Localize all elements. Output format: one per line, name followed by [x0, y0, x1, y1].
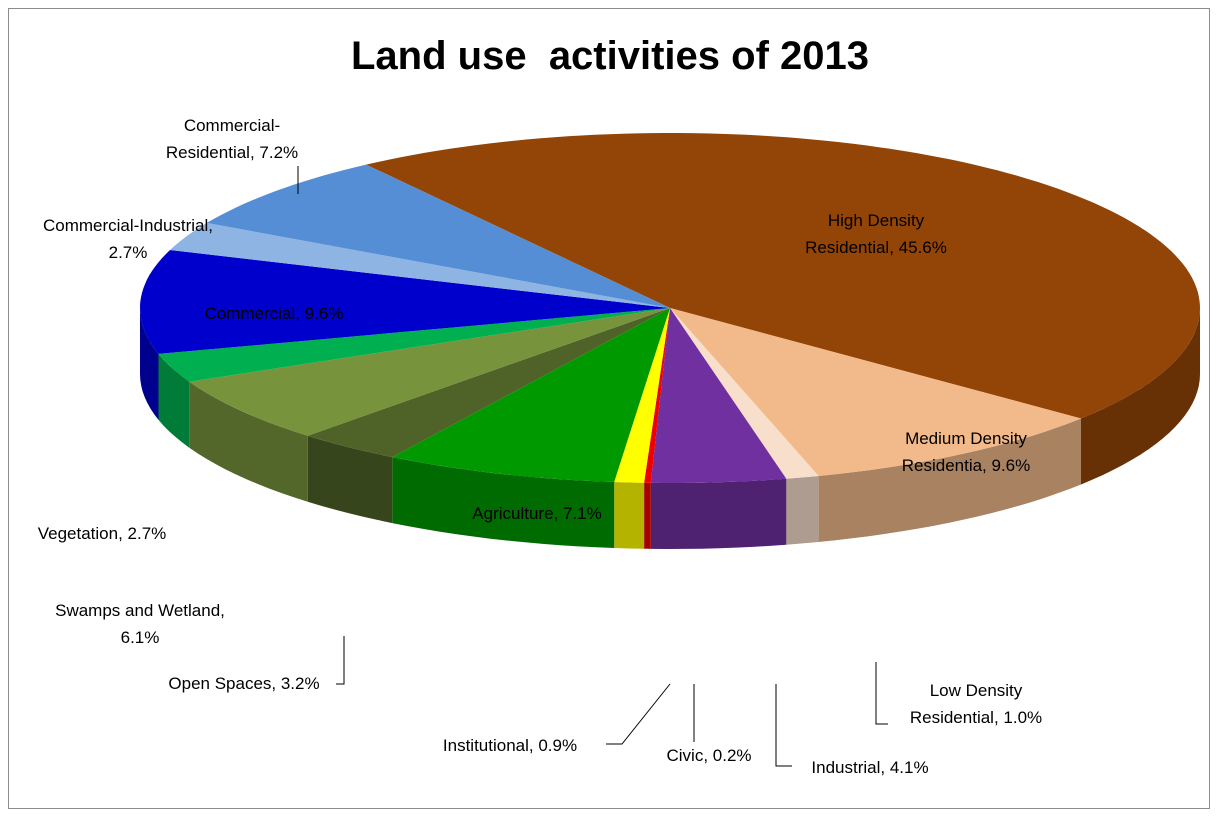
data-label-commercial-residential: Commercial- Residential, 7.2% — [166, 116, 298, 162]
pie-slice-agriculture — [392, 308, 670, 482]
data-label-line: Vegetation, 2.7% — [38, 524, 167, 543]
data-label-line: Commercial, 9.6% — [205, 304, 344, 323]
data-label-swamps-and-wetland: Swamps and Wetland, 6.1% — [55, 601, 225, 647]
data-label-line: Residential, 45.6% — [805, 238, 947, 257]
pie-side-agriculture — [392, 457, 615, 548]
data-label-open-spaces: Open Spaces, 3.2% — [168, 674, 319, 693]
data-label-line: Industrial, 4.1% — [811, 758, 928, 777]
data-label-line: Swamps and Wetland, — [55, 601, 225, 620]
pie-slice-commercial — [140, 250, 670, 354]
leader-line-open-spaces — [336, 636, 345, 685]
pie-side-low-density-residential — [786, 476, 819, 545]
data-label-line: 6.1% — [121, 628, 160, 647]
data-label-line: Agriculture, 7.1% — [472, 504, 601, 523]
data-label-line: Institutional, 0.9% — [443, 736, 577, 755]
pie-slice-medium-density-residentia — [670, 308, 1081, 476]
pie-side-vegetation — [158, 353, 190, 448]
leader-line-industrial — [775, 684, 792, 767]
data-label-line: Open Spaces, 3.2% — [168, 674, 319, 693]
pie-side-swamps-and-wetland — [189, 381, 308, 502]
data-label-line: Low Density — [930, 681, 1023, 700]
data-label-line: Residential, 7.2% — [166, 143, 298, 162]
pie-slices — [140, 133, 1200, 483]
data-label-line: Residentia, 9.6% — [902, 456, 1031, 475]
pie-side-civic — [644, 482, 651, 549]
pie-slice-institutional — [614, 308, 670, 483]
data-label-line: Commercial- — [184, 116, 280, 135]
data-label-line: Commercial-Industrial, — [43, 216, 213, 235]
pie-slice-vegetation — [158, 308, 670, 382]
data-label-low-density-residential: Low Density Residential, 1.0% — [910, 681, 1042, 727]
data-label-line: 2.7% — [109, 243, 148, 262]
pie-slice-industrial — [650, 308, 787, 483]
pie-slice-high-density-residential — [366, 133, 1200, 419]
data-label-industrial: Industrial, 4.1% — [811, 758, 928, 777]
pie-slice-low-density-residential — [670, 308, 819, 479]
leader-line-low-density-residential — [875, 662, 888, 725]
data-label-line: Civic, 0.2% — [666, 746, 751, 765]
data-label-medium-density-residentia: Medium Density Residentia, 9.6% — [902, 429, 1031, 475]
data-labels: High Density Residential, 45.6% Medium Den… — [38, 116, 1042, 777]
pie-side-walls — [140, 308, 1200, 549]
pie-slice-civic — [644, 308, 670, 483]
pie-slice-commercial-industrial — [170, 222, 670, 308]
pie-side-institutional — [614, 482, 645, 549]
pie-side-commercial — [140, 308, 159, 420]
data-label-civic: Civic, 0.2% — [666, 746, 751, 765]
data-label-vegetation: Vegetation, 2.7% — [38, 524, 167, 543]
pie-side-industrial — [650, 478, 787, 549]
pie-slice-commercial-residential — [206, 164, 671, 308]
data-label-commercial-industrial: Commercial-Industrial, 2.7% — [43, 216, 213, 262]
pie-side-medium-density-residentia — [818, 418, 1081, 542]
data-label-institutional: Institutional, 0.9% — [443, 736, 577, 755]
pie-side-high-density-residential — [1081, 308, 1200, 485]
data-label-agriculture: Agriculture, 7.1% — [472, 504, 601, 523]
pie-side-open-spaces — [307, 435, 393, 524]
pie-slice-swamps-and-wetland — [189, 308, 671, 436]
data-label-line: High Density — [828, 211, 925, 230]
data-label-commercial: Commercial, 9.6% — [205, 304, 344, 323]
data-label-line: Medium Density — [905, 429, 1027, 448]
pie-slice-open-spaces — [307, 308, 670, 458]
leader-line-institutional — [606, 683, 671, 745]
data-label-high-density-residential: High Density Residential, 45.6% — [805, 211, 947, 257]
data-label-line: Residential, 1.0% — [910, 708, 1042, 727]
chart-title: Land use activities of 2013 — [351, 34, 869, 78]
